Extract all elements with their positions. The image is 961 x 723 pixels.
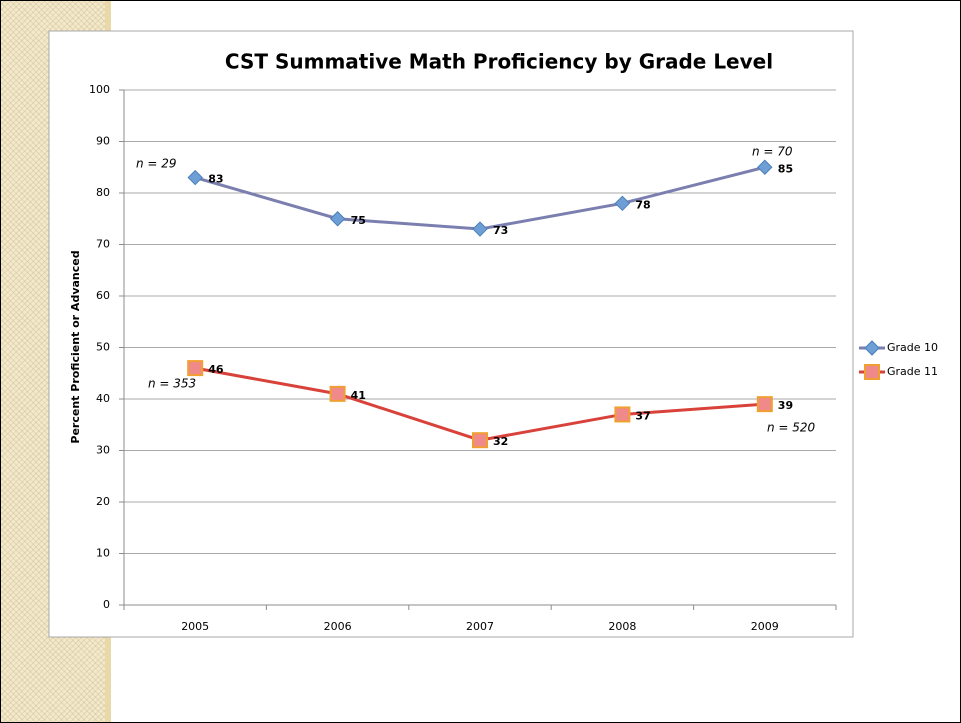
data-point [472, 221, 488, 237]
data-label: 83 [208, 173, 223, 186]
y-tick-label: 10 [96, 547, 110, 560]
annotation: n = 29 [136, 157, 177, 171]
y-axis-label: Percent Proficient or Advanced [69, 250, 82, 443]
data-point [329, 211, 346, 227]
legend-marker [864, 340, 880, 356]
data-label: 46 [208, 363, 224, 376]
x-tick-label: 2007 [466, 620, 494, 633]
x-tick-label: 2005 [181, 620, 209, 633]
y-tick-label: 100 [89, 83, 110, 96]
annotation: n = 520 [767, 421, 816, 435]
legend-label: Grade 11 [887, 365, 938, 378]
y-tick-label: 30 [96, 444, 110, 457]
data-point [187, 360, 204, 377]
chart-title: CST Summative Math Proficiency by Grade … [225, 50, 773, 74]
y-tick-label: 70 [96, 238, 110, 251]
data-label: 37 [635, 409, 650, 422]
data-label: 78 [635, 198, 650, 211]
data-label: 32 [493, 435, 508, 448]
data-point [329, 385, 346, 402]
data-point [614, 406, 631, 423]
data-label: 41 [351, 389, 366, 402]
x-tick-label: 2006 [324, 620, 352, 633]
x-tick-label: 2008 [608, 620, 636, 633]
legend-label: Grade 10 [887, 341, 938, 354]
annotation: n = 70 [752, 145, 793, 159]
y-tick-label: 50 [96, 341, 110, 354]
data-label: 85 [778, 162, 793, 175]
data-label: 75 [351, 214, 366, 227]
y-tick-label: 40 [96, 392, 110, 405]
y-tick-label: 60 [96, 289, 110, 302]
data-point [756, 396, 773, 413]
data-point [472, 432, 488, 449]
annotation: n = 353 [148, 377, 196, 391]
x-tick-label: 2009 [751, 620, 779, 633]
data-point [614, 195, 631, 212]
legend-marker [864, 364, 880, 380]
y-tick-label: 80 [96, 186, 110, 199]
y-tick-label: 0 [103, 598, 110, 611]
data-point [757, 159, 773, 175]
data-point [187, 169, 203, 186]
data-label: 39 [778, 399, 793, 412]
data-label: 73 [493, 224, 508, 237]
y-tick-label: 20 [96, 495, 110, 508]
plot-area: 0 10 20 30 40 50 60 70 80 90 100 2005 2006 2007 2008 20… [89, 83, 938, 633]
chart-frame [48, 30, 854, 638]
y-tick-label: 90 [96, 135, 110, 148]
